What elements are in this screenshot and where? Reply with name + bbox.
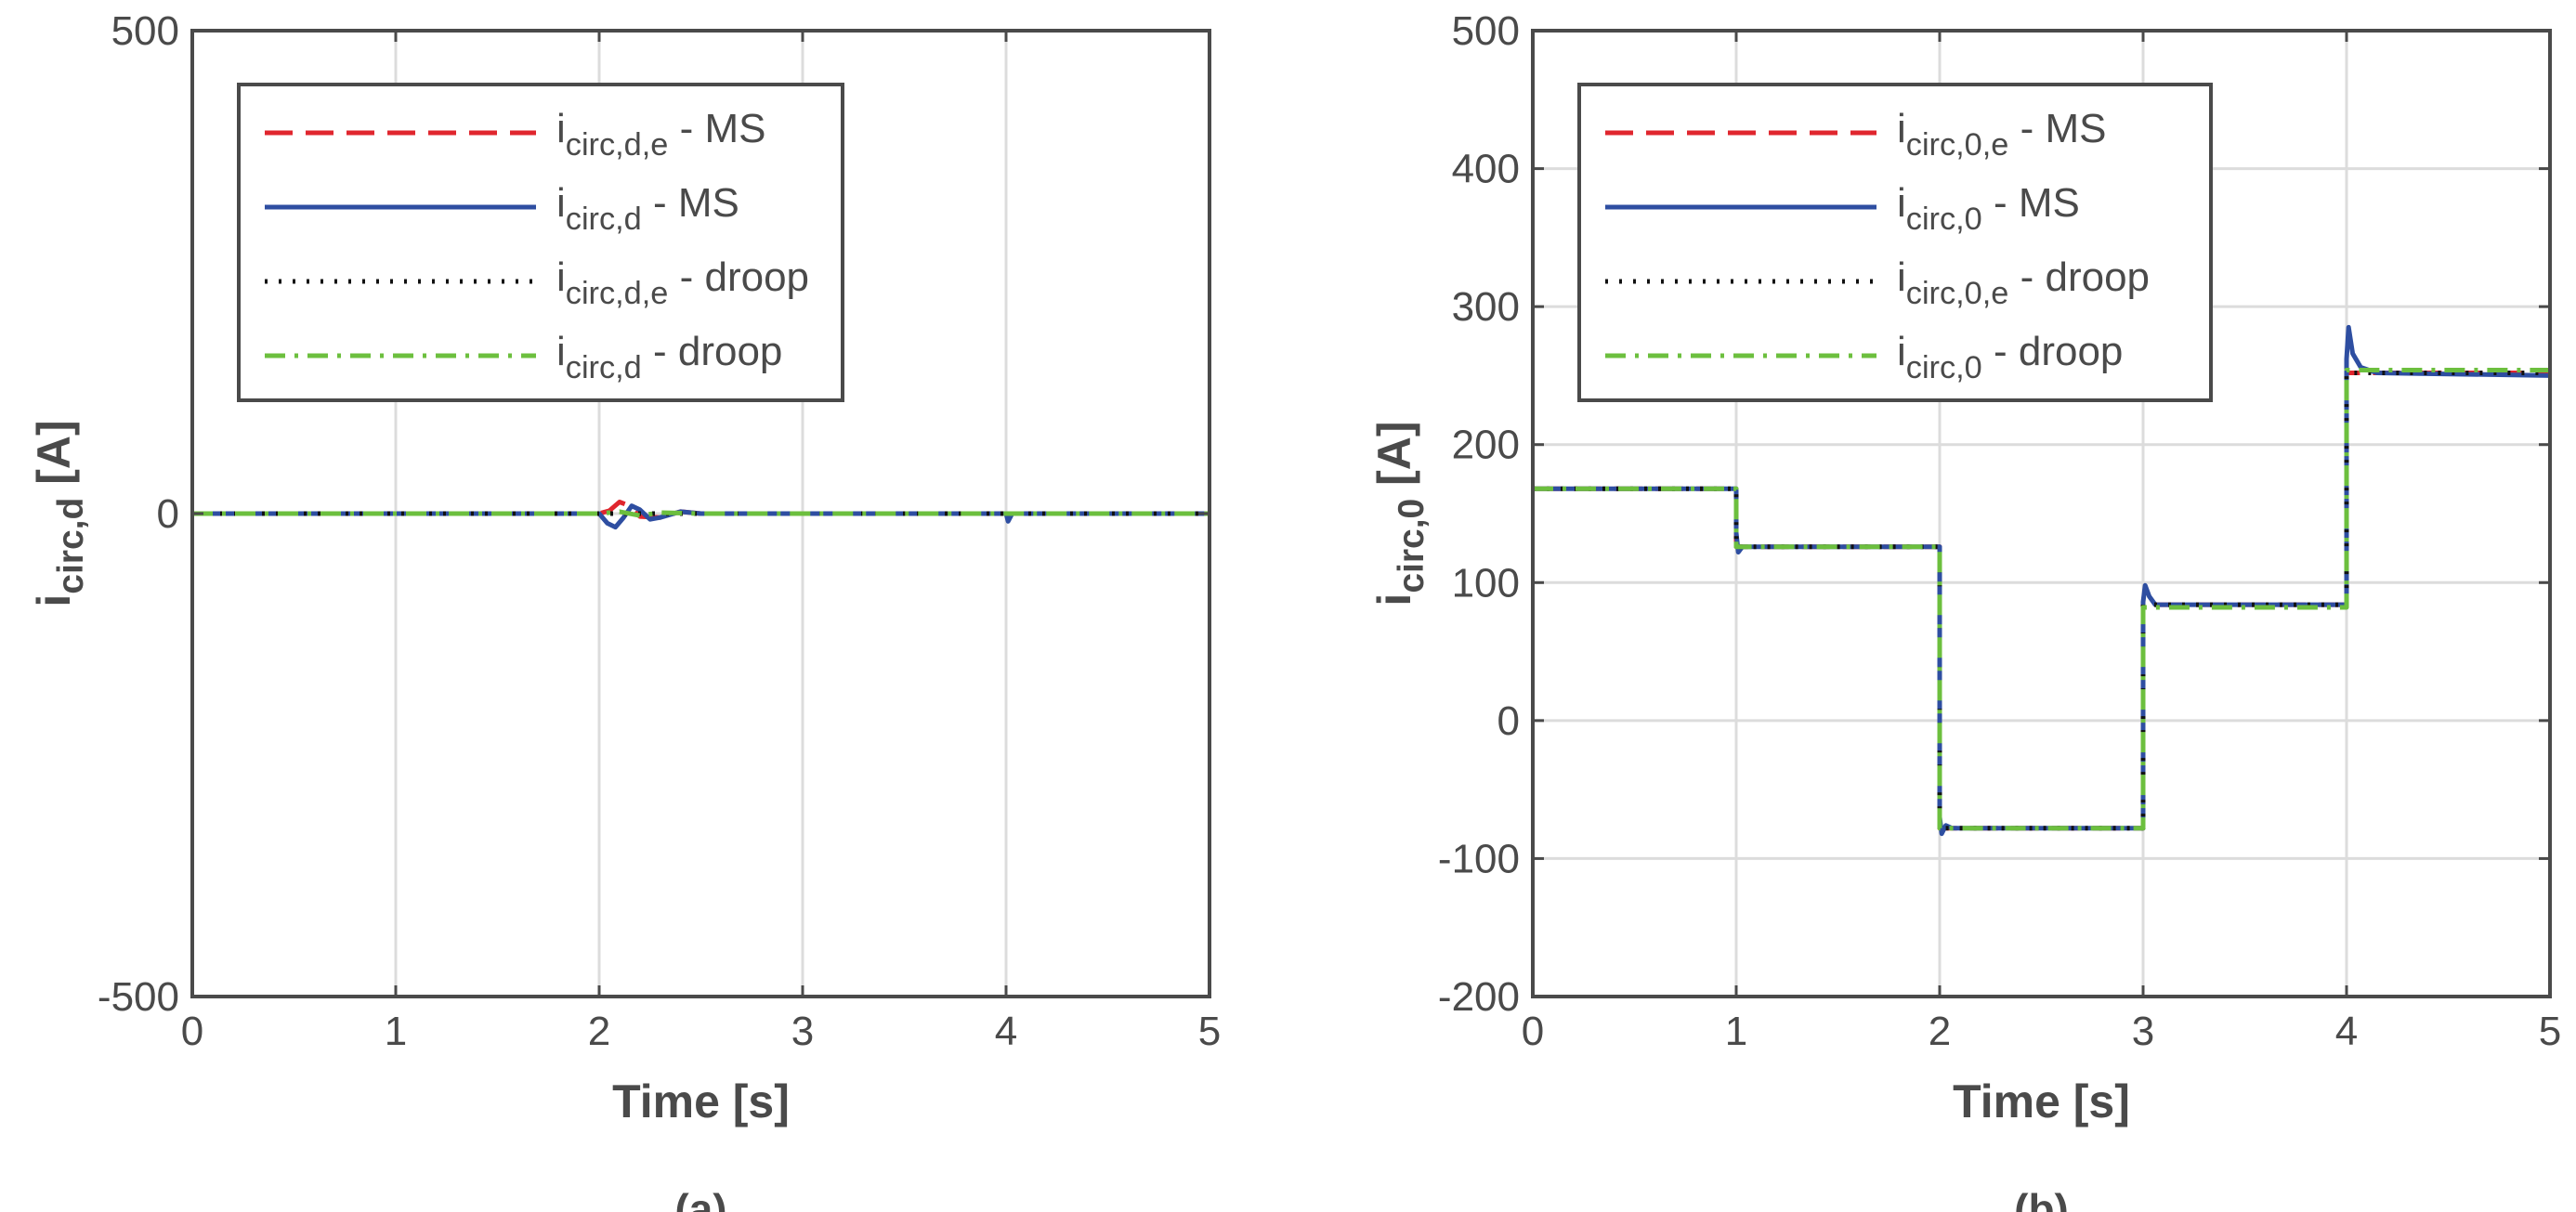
y-tick-label: 0 — [1497, 698, 1520, 744]
y-tick-label: 500 — [111, 8, 179, 54]
legend-label-1-main: i — [1897, 180, 1906, 226]
x-tick-label: 0 — [181, 1009, 203, 1054]
y-axis-label: icirc,d [A] — [28, 420, 91, 606]
legend-label-2-main: i — [1897, 254, 1906, 300]
x-tick-label: 3 — [2132, 1009, 2154, 1054]
legend-label-3-sub: circ,0 — [1906, 350, 1982, 385]
x-axis-label: Time [s] — [1953, 1075, 2130, 1127]
legend-label-2: icirc,0,e - droop — [1897, 254, 2150, 311]
x-tick-label: 1 — [1725, 1009, 1747, 1054]
y-axis-label-main: i — [28, 594, 80, 607]
legend-label-2-tail: - droop — [668, 254, 809, 300]
y-axis-label: icirc,0 [A] — [1368, 421, 1432, 606]
series-group — [192, 500, 1210, 530]
legend-label-1: icirc,0 - MS — [1897, 180, 2080, 237]
y-tick-label: -500 — [98, 974, 179, 1020]
x-tick-label: 4 — [995, 1009, 1017, 1054]
y-tick-label: 300 — [1452, 284, 1520, 330]
legend-box — [1577, 83, 2213, 402]
x-tick-label: 4 — [2335, 1009, 2358, 1054]
x-tick-label: 3 — [791, 1009, 814, 1054]
legend-label-1: icirc,d - MS — [556, 180, 739, 237]
x-tick-label: 1 — [385, 1009, 407, 1054]
legend-label-0-sub: circ,d,e — [566, 127, 669, 163]
y-axis-label-sub: circ,0 — [1392, 499, 1432, 593]
x-tick-label: 5 — [1198, 1009, 1221, 1054]
x-tick-label: 2 — [588, 1009, 610, 1054]
x-tick-label: 0 — [1522, 1009, 1544, 1054]
legend-label-3: icirc,0 - droop — [1897, 329, 2123, 385]
y-tick-label: 0 — [157, 491, 179, 537]
legend-label-0: icirc,0,e - MS — [1897, 106, 2107, 163]
legend-label-0-main: i — [1897, 106, 1906, 151]
series-line-1 — [192, 503, 1210, 530]
legend-label-3-tail: - droop — [1982, 329, 2124, 374]
legend-label-0-main: i — [556, 106, 566, 151]
legend-label-1-tail: - MS — [642, 180, 739, 226]
y-axis-label-tail: [A] — [28, 420, 80, 497]
legend-label-1-sub: circ,0 — [1906, 202, 1982, 237]
legend-label-0: icirc,d,e - MS — [556, 106, 766, 163]
legend-label-1-main: i — [556, 180, 566, 226]
legend-label-3-main: i — [556, 329, 566, 374]
legend-label-2: icirc,d,e - droop — [556, 254, 809, 311]
legend-label-0-tail: - MS — [2008, 106, 2106, 151]
legend-label-0-sub: circ,0,e — [1906, 127, 2009, 163]
y-tick-label: 500 — [1452, 8, 1520, 54]
legend-label-2-sub: circ,d,e — [566, 276, 669, 311]
series-line-2 — [1533, 371, 2550, 831]
series-line-3 — [1533, 368, 2550, 831]
legend-label-3-sub: circ,d — [566, 350, 642, 385]
legend-label-0-tail: - MS — [668, 106, 765, 151]
legend-label-2-sub: circ,0,e — [1906, 276, 2009, 311]
panel-label: (a) — [674, 1185, 726, 1212]
y-axis-label-tail: [A] — [1368, 421, 1420, 498]
legend-label-1-tail: - MS — [1982, 180, 2080, 226]
legend-label-2-main: i — [556, 254, 566, 300]
legend-box — [237, 83, 844, 402]
legend-label-2-tail: - droop — [2008, 254, 2150, 300]
y-axis-label-sub: circ,d — [51, 498, 91, 594]
x-axis-label: Time [s] — [612, 1075, 790, 1127]
y-tick-label: -200 — [1438, 974, 1520, 1020]
y-tick-label: 100 — [1452, 560, 1520, 606]
legend-label-3: icirc,d - droop — [556, 329, 782, 385]
legend-label-1-sub: circ,d — [566, 202, 642, 237]
axes-box — [1531, 29, 2552, 998]
y-axis-label-main: i — [1368, 593, 1420, 606]
legend-label-3-main: i — [1897, 329, 1906, 374]
y-tick-label: 200 — [1452, 423, 1520, 468]
y-tick-label: -100 — [1438, 836, 1520, 881]
series-line-1 — [1533, 324, 2550, 837]
x-tick-label: 5 — [2539, 1009, 2561, 1054]
legend-label-3-tail: - droop — [642, 329, 783, 374]
y-tick-label: 400 — [1452, 147, 1520, 192]
panel-label: (b) — [2014, 1185, 2069, 1212]
series-group — [1533, 324, 2550, 837]
x-tick-label: 2 — [1929, 1009, 1951, 1054]
